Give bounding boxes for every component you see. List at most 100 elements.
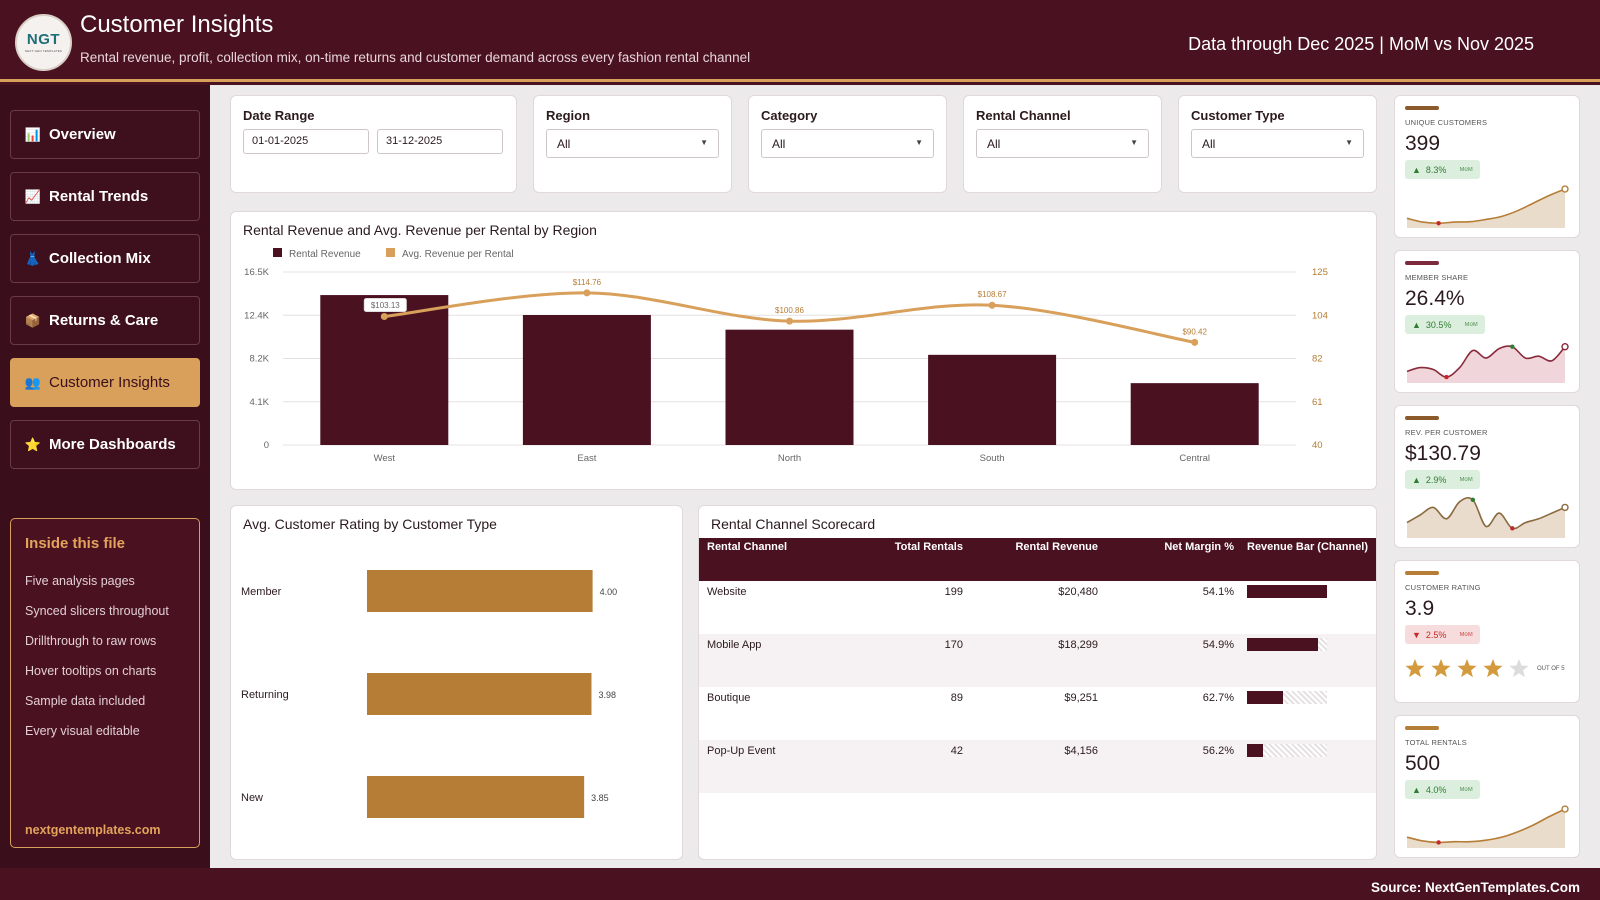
rental-channel-dropdown[interactable]: All ▼ xyxy=(976,129,1149,158)
region-revenue-chart-card: Rental Revenue and Avg. Revenue per Rent… xyxy=(230,211,1377,490)
column-header[interactable]: Total Rentals xyxy=(894,541,963,553)
slicer-label: Rental Channel xyxy=(976,108,1071,123)
date-start-input[interactable]: 01-01-2025 xyxy=(243,129,369,154)
caret-down-icon: ▼ xyxy=(700,138,708,147)
sparkline-last-point xyxy=(1561,342,1569,351)
cell-revenue: $18,299 xyxy=(1058,639,1098,651)
kpi-delta-value: 8.3% xyxy=(1425,164,1447,175)
nav-label: Customer Insights xyxy=(49,374,170,391)
revenue-bar-fill xyxy=(1247,691,1284,704)
customer-type-dropdown[interactable]: All ▼ xyxy=(1191,129,1364,158)
bar-rental-revenue xyxy=(928,354,1057,445)
cell-revenue: $4,156 xyxy=(1064,745,1098,757)
kpi-sparkline xyxy=(1406,185,1569,228)
kpi-accent-bar xyxy=(1405,106,1439,110)
kpi-card-member-share[interactable]: MEMBER SHARE 26.4% ▲ 30.5% MoM xyxy=(1394,250,1580,393)
revenue-bar xyxy=(1247,585,1327,598)
nav-item-returns-care[interactable]: 📦 Returns & Care xyxy=(10,296,200,345)
y-category-label: Member xyxy=(241,586,282,598)
date-end-input[interactable]: 31-12-2025 xyxy=(377,129,503,154)
y-tick-left: 12.4K xyxy=(244,310,269,321)
sparkline-last-point xyxy=(1561,185,1569,193)
info-line: Every visual editable xyxy=(25,724,140,738)
region-dropdown[interactable]: All ▼ xyxy=(546,129,719,158)
column-header[interactable]: Net Margin % xyxy=(1164,541,1234,553)
y-tick-right: 104 xyxy=(1312,310,1328,321)
data-label-rating: 3.98 xyxy=(598,690,616,700)
kpi-card-total-rentals[interactable]: TOTAL RENTALS 500 ▲ 4.0% MoM xyxy=(1394,715,1580,858)
bar-rental-revenue xyxy=(725,329,854,445)
category-dropdown[interactable]: All ▼ xyxy=(761,129,934,158)
info-line: Hover tooltips on charts xyxy=(25,664,157,678)
column-header[interactable]: Rental Revenue xyxy=(1015,541,1098,553)
arrow-up-icon: ▲ xyxy=(1412,474,1421,485)
slicer-region: Region All ▼ xyxy=(533,95,732,193)
sparkline-max-point xyxy=(1510,344,1515,349)
cell-revenue: $20,480 xyxy=(1058,586,1098,598)
nav-label: Overview xyxy=(49,126,116,143)
kpi-value: 399 xyxy=(1405,132,1441,155)
kpi-mom-label: MoM xyxy=(1459,476,1473,483)
website-link[interactable]: nextgentemplates.com xyxy=(25,823,161,837)
region-revenue-chart: Rental Revenue Avg. Revenue per Rental 0 40… xyxy=(244,248,1328,464)
nav-item-overview[interactable]: 📊 Overview xyxy=(10,110,200,159)
revenue-bar-fill xyxy=(1247,638,1319,651)
column-header[interactable]: Revenue Bar (Channel) xyxy=(1247,541,1369,553)
nav-item-collection-mix[interactable]: 👗 Collection Mix xyxy=(10,234,200,283)
source-label: Source: NextGenTemplates.Com xyxy=(1370,880,1580,895)
kpi-card-unique-customers[interactable]: UNIQUE CUSTOMERS 399 ▲ 8.3% MoM xyxy=(1394,95,1580,238)
table-header: Rental Channel Total Rentals Rental Reve… xyxy=(699,538,1376,581)
x-tick-label: West xyxy=(374,453,396,464)
slicer-customer-type: Customer Type All ▼ xyxy=(1178,95,1377,193)
table-row[interactable]: Pop-Up Event 42 $4,156 56.2% xyxy=(699,740,1376,793)
dropdown-value: All xyxy=(1202,137,1216,151)
slicer-category: Category All ▼ xyxy=(748,95,947,193)
bar-chart-icon: 📊 xyxy=(24,126,42,142)
legend-label-avg: Avg. Revenue per Rental xyxy=(402,249,514,260)
arrow-up-icon: ▲ xyxy=(1412,164,1421,175)
nav-item-customer-insights[interactable]: 👥 Customer Insights xyxy=(10,358,200,407)
star-filled-icon xyxy=(1483,659,1503,678)
info-panel: Inside this file Five analysis pages Syn… xyxy=(10,518,200,848)
rating-by-type-chart: Member 4.00 Returning 3.98 New 3.85 xyxy=(241,570,617,818)
point-avg-revenue xyxy=(583,289,591,297)
kpi-mom-label: MoM xyxy=(1459,631,1473,638)
column-header[interactable]: Rental Channel xyxy=(707,541,788,553)
cell-rentals: 199 xyxy=(944,586,963,598)
bar-rental-revenue xyxy=(1130,383,1259,445)
sparkline-last-point xyxy=(1561,805,1569,813)
kpi-delta-badge: ▲ 8.3% MoM xyxy=(1405,160,1480,179)
kpi-mom-label: MoM xyxy=(1459,786,1473,793)
kpi-delta-badge: ▲ 4.0% MoM xyxy=(1405,780,1480,799)
sparkline-min-point xyxy=(1510,526,1515,531)
scorecard-card: Rental Channel Scorecard Rental Channel … xyxy=(698,505,1377,860)
kpi-value: 26.4% xyxy=(1405,287,1465,310)
cell-margin: 62.7% xyxy=(1202,692,1234,704)
nav-item-rental-trends[interactable]: 📈 Rental Trends xyxy=(10,172,200,221)
info-line: Five analysis pages xyxy=(25,574,135,588)
table-row[interactable]: Mobile App 170 $18,299 54.9% xyxy=(699,634,1376,687)
logo: NGT NEXT GEN TEMPLATES xyxy=(15,14,72,71)
kpi-delta-value: 4.0% xyxy=(1425,784,1447,795)
kpi-card-rev-per-customer[interactable]: REV. PER CUSTOMER $130.79 ▲ 2.9% MoM xyxy=(1394,405,1580,548)
star-rating xyxy=(1405,659,1529,678)
kpi-value: 500 xyxy=(1405,752,1441,775)
x-tick-label: East xyxy=(577,453,596,464)
kpi-value: 3.9 xyxy=(1405,597,1435,620)
table-row[interactable]: Boutique 89 $9,251 62.7% xyxy=(699,687,1376,740)
package-icon: 📦 xyxy=(24,312,42,328)
sparkline-max-point xyxy=(1470,497,1476,502)
kpi-delta-badge: ▼ 2.5% MoM xyxy=(1405,625,1480,644)
kpi-accent-bar xyxy=(1405,416,1439,420)
kpi-label: TOTAL RENTALS xyxy=(1405,738,1467,747)
kpi-label: MEMBER SHARE xyxy=(1405,273,1469,282)
nav-item-more-dashboards[interactable]: ⭐ More Dashboards xyxy=(10,420,200,469)
y-tick-right: 40 xyxy=(1312,440,1323,451)
kpi-accent-bar xyxy=(1405,261,1439,265)
slicer-label: Region xyxy=(546,108,591,123)
star-filled-icon xyxy=(1431,659,1451,678)
kpi-label: REV. PER CUSTOMER xyxy=(1405,428,1488,437)
table-row[interactable]: Website 199 $20,480 54.1% xyxy=(699,581,1376,634)
slicer-date-range: Date Range 01-01-2025 31-12-2025 xyxy=(230,95,517,193)
kpi-card-customer-rating[interactable]: CUSTOMER RATING 3.9 ▼ 2.5% MoM OUT OF 5 xyxy=(1394,560,1580,703)
